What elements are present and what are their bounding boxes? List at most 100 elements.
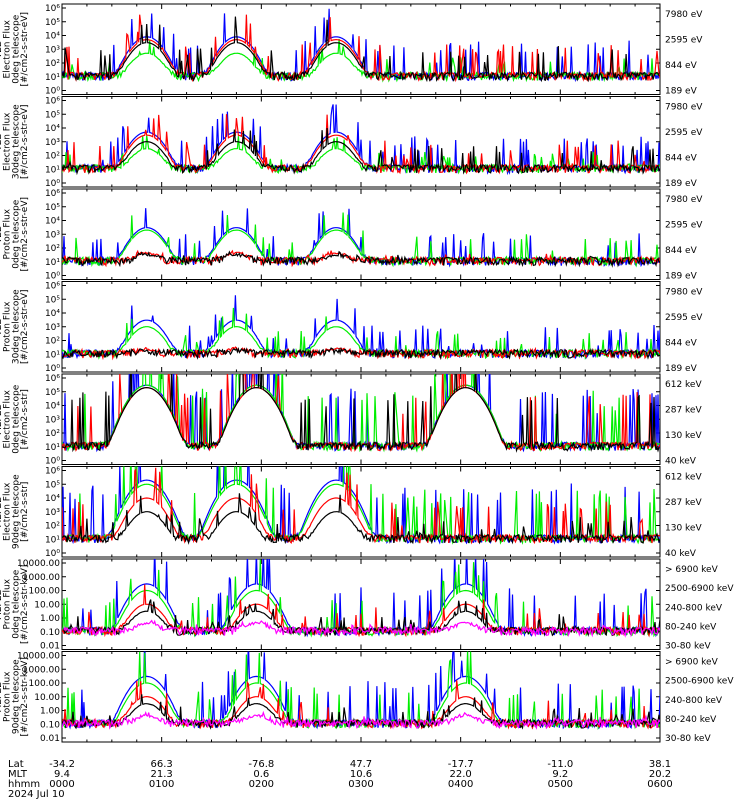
legend-entry: 612 keV	[665, 473, 702, 483]
footer-hhmm-value: 0400	[447, 779, 474, 790]
footer-mlt-value: 9.4	[54, 769, 70, 780]
panel-5: 10⁰ 10¹ 10² 10³ 10⁴ 10⁵ 10⁶ MEPEDElectron Flux0…	[0, 373, 702, 467]
legend-entry: 2595 eV	[665, 313, 703, 323]
y-tick-label: 100.00	[29, 679, 61, 689]
legend-entry: 2500-6900 keV	[665, 677, 734, 687]
footer-mlt-value: 21.3	[150, 769, 173, 780]
legend-entry: 7980 eV	[665, 195, 703, 205]
y-axis-label: MEPEDProton Flux0deg telescope[#/cm2-s-s…	[0, 565, 30, 644]
panel-1: 10⁰ 10¹ 10² 10³ 10⁴ 10⁵ 10⁶ TEDElectron Flux0de…	[0, 3, 703, 97]
y-tick-label: 10⁰	[45, 272, 60, 282]
series-black	[62, 127, 660, 176]
legend-entry: 189 eV	[665, 87, 698, 97]
y-tick-label: 10⁶	[45, 467, 60, 477]
y-tick-label: 10⁵	[45, 203, 60, 213]
series-group	[62, 651, 660, 731]
footer-row-labels: Lat MLT hhmm 2024 Jul 10	[8, 760, 65, 800]
footer-hhmm-value: 0100	[148, 779, 175, 790]
footer-hhmm-value: 0500	[547, 779, 574, 790]
legend-entry: 189 eV	[665, 272, 698, 282]
legend-entry: 30-80 keV	[665, 734, 711, 744]
y-tick-label: 10²	[45, 337, 60, 347]
y-tick-label: 10⁰	[45, 364, 60, 374]
y-tick-label: 10¹	[45, 258, 60, 268]
legend-entry: 189 eV	[665, 179, 698, 189]
footer-lat-value: 38.1	[648, 759, 672, 770]
series-group	[62, 295, 660, 361]
y-tick-label: 1.00	[40, 614, 60, 624]
y-tick-label: 10²	[45, 152, 60, 162]
legend-entry: 844 eV	[665, 246, 698, 256]
series-group	[62, 559, 660, 638]
y-tick-label: 10¹	[45, 165, 60, 175]
legend-entry: 189 eV	[665, 364, 698, 374]
y-tick-label: 10⁵	[45, 388, 60, 398]
legend-entry: 2500-6900 keV	[665, 584, 734, 594]
y-tick-label: 10⁵	[45, 480, 60, 490]
y-tick-label: 10²	[45, 429, 60, 439]
footer-date-label: 2024 Jul 10	[8, 789, 65, 800]
y-tick-label: 10000.00	[17, 652, 60, 662]
y-axis-label: TEDProton Flux0deg telescope[#/cm2-s-str…	[0, 197, 30, 272]
series-black	[62, 374, 660, 453]
y-tick-label: 10³	[45, 45, 60, 55]
legend-entry: 844 eV	[665, 154, 698, 164]
y-tick-label: 10⁶	[45, 4, 60, 14]
y-tick-label: 10¹	[45, 350, 60, 360]
y-tick-label: 10²	[45, 522, 60, 532]
y-tick-label: 10⁴	[45, 32, 60, 42]
footer-tick: -76.8 0.6 0200	[243, 760, 279, 790]
y-axis-label: MEPEDElectron Flux90deg telescope[#/cm2-…	[0, 474, 30, 549]
y-tick-label: 10³	[45, 415, 60, 425]
footer-lat-value: -34.2	[49, 759, 75, 770]
footer-tick: 38.1 20.2 0600	[642, 760, 678, 790]
y-tick-label: 0.01	[40, 734, 60, 744]
y-tick-label: 10¹	[45, 443, 60, 453]
footer-mlt-value: 9.2	[552, 769, 569, 780]
series-group	[62, 104, 660, 176]
legend-entry: > 6900 keV	[665, 565, 719, 575]
y-tick-label: 10²	[45, 244, 60, 254]
y-tick-label: 10⁴	[45, 217, 60, 227]
y-tick-label: 1.00	[40, 707, 60, 717]
series-magenta	[63, 619, 660, 638]
legend-entry: 2595 eV	[665, 128, 703, 138]
series-blue	[62, 559, 660, 638]
y-tick-label: 0.10	[40, 628, 60, 638]
footer-hhmm-label: hhmm	[8, 779, 41, 790]
y-tick-label: 10⁰	[45, 457, 60, 467]
footer-lat-value: -76.8	[248, 759, 275, 770]
y-tick-label: 10⁵	[45, 295, 60, 305]
footer-tick: -11.0 9.2 0500	[542, 760, 578, 790]
legend-entry: 30-80 keV	[665, 642, 711, 652]
footer-lat-value: 66.3	[150, 759, 173, 770]
panel-6: 10⁰ 10¹ 10² 10³ 10⁴ 10⁵ 10⁶ MEPEDElectron Flux9…	[0, 466, 702, 559]
series-black	[62, 250, 660, 268]
y-tick-label: 10⁶	[45, 374, 60, 384]
legend-entry: 40 keV	[665, 457, 697, 467]
series-red	[62, 467, 660, 545]
y-tick-label: 10⁰	[45, 87, 60, 97]
y-tick-label: 100.00	[29, 587, 61, 597]
footer-lat-value: -17.7	[447, 759, 474, 770]
footer-mlt-value: 10.6	[349, 769, 373, 780]
y-tick-label: 1000.00	[23, 665, 60, 675]
legend-entry: 2595 eV	[665, 221, 703, 231]
y-tick-label: 10⁶	[45, 97, 60, 107]
footer-lat-label: Lat	[8, 759, 24, 770]
panel-4: 10⁰ 10¹ 10² 10³ 10⁴ 10⁵ 10⁶ TEDProton Flux30deg…	[0, 281, 703, 374]
series-group	[62, 466, 660, 545]
y-tick-label: 10⁴	[45, 124, 60, 134]
legend-entry: 287 keV	[665, 498, 702, 508]
panel-frame	[61, 188, 661, 280]
footer-mlt-value: 0.6	[253, 769, 270, 780]
y-axis-label: MEPEDElectron Flux0deg telescope[#/cm2-s…	[0, 384, 30, 454]
y-axis-label: TEDElectron Flux30deg telescope[#/cm2-s-…	[0, 104, 30, 179]
y-tick-label: 10⁶	[45, 189, 60, 199]
legend-entry: 7980 eV	[665, 288, 703, 298]
y-tick-label: 10⁶	[45, 282, 60, 292]
legend-entry: 2595 eV	[665, 36, 703, 46]
y-tick-label: 10000.00	[17, 559, 60, 569]
series-magenta	[62, 710, 660, 730]
